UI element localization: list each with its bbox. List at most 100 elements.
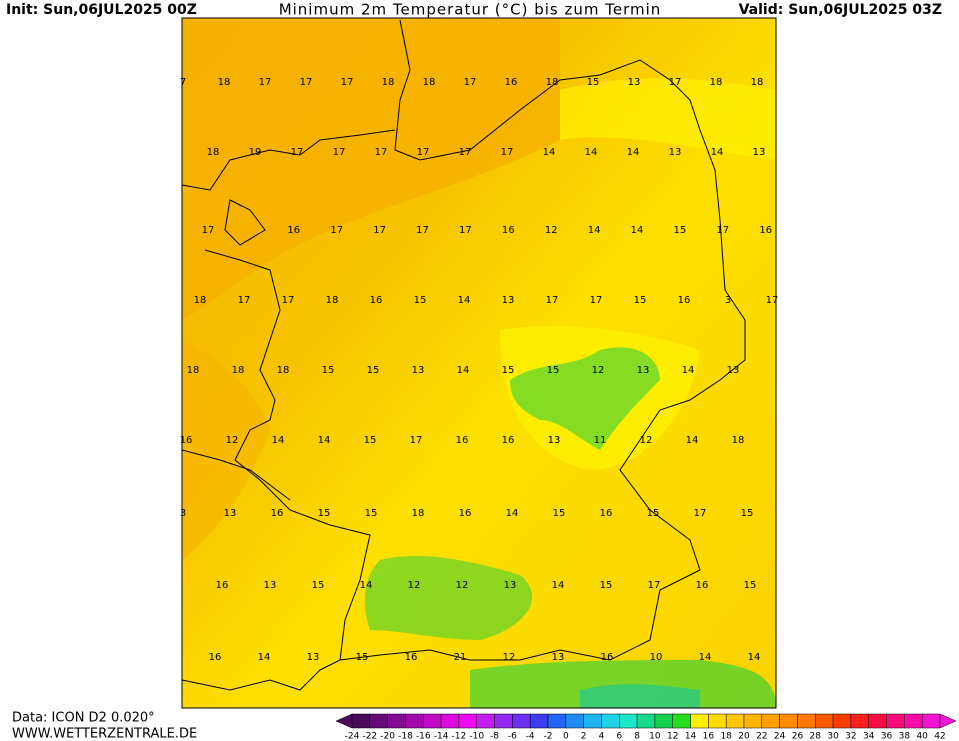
temperature-value: 15 (365, 508, 378, 519)
legend-label: -2 (544, 732, 553, 741)
legend-swatch (458, 713, 477, 729)
temperature-value: 18 (710, 77, 723, 88)
temperature-value: 16 (759, 225, 772, 236)
legend-label: 22 (756, 732, 767, 741)
legend-swatch (832, 713, 852, 729)
temperature-value: 14 (457, 365, 470, 376)
legend-swatch (423, 713, 442, 729)
legend-arrow (939, 713, 957, 729)
temperature-value: 16 (502, 435, 515, 446)
temperature-value: 16 (601, 652, 614, 663)
legend-swatch (565, 713, 584, 729)
temperature-value: 14 (748, 652, 761, 663)
temperature-value: 13 (552, 652, 565, 663)
legend-label: 6 (616, 732, 622, 741)
legend-swatch (886, 713, 905, 729)
temperature-value: 15 (367, 365, 380, 376)
temperature-value: 3 (725, 295, 731, 306)
temperature-value: 17 (202, 225, 215, 236)
temperature-value: 13 (264, 580, 277, 591)
legend-swatch (476, 713, 495, 729)
temperature-value: 13 (307, 652, 320, 663)
temperature-value: 16 (180, 435, 193, 446)
temperature-value: 11 (594, 435, 607, 446)
legend-swatch (868, 713, 887, 729)
temperature-value: 17 (417, 147, 430, 158)
legend-swatch (547, 713, 567, 729)
temperature-value: 17 (648, 580, 661, 591)
legend-swatch (369, 713, 388, 729)
legend-swatch (850, 713, 869, 729)
temperature-value: 14 (552, 580, 565, 591)
temperature-value: 15 (547, 365, 560, 376)
temperature-value: 13 (548, 435, 561, 446)
temperature-value: 16 (287, 225, 300, 236)
legend-label: 28 (810, 732, 822, 741)
temperature-value: 15 (634, 295, 647, 306)
legend-label: 18 (720, 732, 732, 741)
temperature-value: 16 (505, 77, 518, 88)
temperature-value: 12 (226, 435, 239, 446)
legend-label: 10 (649, 732, 661, 741)
init-label: Init: Sun,06JUL2025 00Z (6, 2, 197, 18)
temperature-value: 17 (716, 225, 729, 236)
temperature-value: 15 (600, 580, 613, 591)
temperature-value: 17 (459, 147, 472, 158)
temperature-value: 18 (207, 147, 220, 158)
temperature-value: 17 (459, 225, 472, 236)
temperature-value: 16 (405, 652, 418, 663)
temperature-value: 18 (423, 77, 436, 88)
temperature-value: 15 (312, 580, 325, 591)
temperature-value: 16 (678, 295, 691, 306)
temperature-value: 14 (458, 295, 471, 306)
temperature-value: 17 (669, 77, 682, 88)
cool-zone (560, 78, 776, 160)
temperature-value: 17 (766, 295, 779, 306)
legend-label: -12 (452, 732, 467, 741)
temperature-value: 17 (330, 225, 343, 236)
temperature-value: 15 (318, 508, 331, 519)
temperature-value: 13 (669, 147, 682, 158)
legend-swatch (725, 713, 745, 729)
legend-label: 16 (703, 732, 715, 741)
temperature-labels: 7 18 17 17 17 18 18 17 16 18 15 13 17 18 18 18 19 17 17 17 1… (180, 77, 779, 663)
temperature-value: 15 (553, 508, 566, 519)
temperature-value: 16 (209, 652, 222, 663)
legend-swatch (654, 713, 673, 729)
temperature-value: 15 (587, 77, 600, 88)
coast-line (224, 199, 266, 246)
border-line (182, 669, 321, 691)
legend-swatch (583, 713, 602, 729)
legend-swatch (921, 713, 941, 729)
legend-label: -16 (416, 732, 431, 741)
legend-label: 30 (827, 732, 839, 741)
temperature-value: 14 (686, 435, 699, 446)
temperature-value: 21 (454, 652, 467, 663)
temperature-value: 18 (751, 77, 764, 88)
title: Minimum 2m Temperatur (°C) bis zum Termi… (279, 1, 662, 19)
legend-swatch (601, 713, 620, 729)
temperature-value: 14 (360, 580, 373, 591)
legend-swatch (619, 713, 638, 729)
legend-label: 8 (634, 732, 640, 741)
temperature-value: 14 (588, 225, 601, 236)
temperature-value: 7 (180, 77, 186, 88)
temperature-value: 16 (696, 580, 709, 591)
legend-swatch (761, 713, 780, 729)
legend-label: 26 (792, 732, 804, 741)
legend-label: -18 (398, 732, 413, 741)
temperature-value: 14 (682, 365, 695, 376)
legend-label: 24 (774, 732, 786, 741)
legend-label: 14 (685, 732, 697, 741)
legend-swatch (779, 713, 798, 729)
legend-label: 2 (581, 732, 587, 741)
temperature-value: 12 (456, 580, 469, 591)
legend-swatch (743, 713, 763, 729)
temperature-value: 13 (637, 365, 650, 376)
temperature-value: 18 (194, 295, 207, 306)
temperature-value: 17 (590, 295, 603, 306)
temperature-value: 16 (216, 580, 229, 591)
cold-patch (364, 555, 533, 640)
temperature-value: 17 (333, 147, 346, 158)
